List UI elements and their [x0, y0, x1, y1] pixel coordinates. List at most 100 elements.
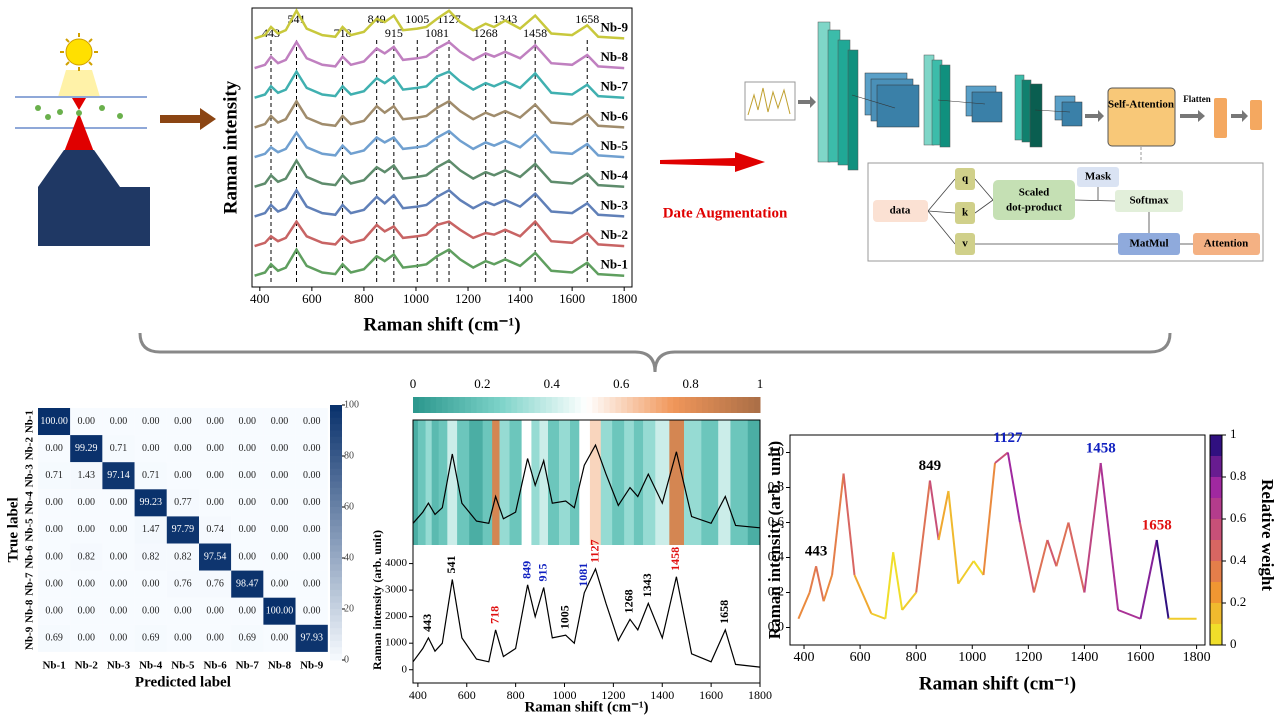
cell: [199, 570, 232, 598]
colorbar-step: [330, 494, 342, 502]
colorbar-step: [330, 653, 342, 661]
cell-label: 0.00: [45, 606, 63, 617]
cell: [295, 624, 328, 652]
line-segment: [1046, 539, 1058, 567]
cell-label: 97.14: [107, 470, 130, 481]
cell-label: 0.00: [78, 633, 96, 644]
attention-stripe: [579, 420, 591, 545]
cell: [102, 543, 135, 571]
node-label: Attention: [1204, 238, 1249, 250]
cell: [263, 543, 296, 571]
x-tick-label: 1400: [650, 688, 674, 702]
x-tick-label: 1400: [1070, 650, 1098, 665]
node-label: dot-product: [1006, 202, 1062, 214]
cell-label: 0.76: [206, 578, 224, 589]
augmentation-label: Date Augmentation: [663, 205, 788, 221]
attention-stripe: [469, 420, 484, 545]
peak-label: 1005: [405, 12, 429, 26]
colorbar-step: [330, 551, 342, 559]
line-segment: [815, 566, 825, 602]
line-segment: [797, 592, 811, 620]
cell-label: 0.77: [174, 497, 192, 508]
cell: [166, 489, 199, 517]
series-label: Nb-6: [601, 108, 629, 123]
x-tick-label: Nb-8: [268, 659, 292, 671]
x-tick-label: Nb-3: [107, 659, 131, 671]
cell: [102, 435, 135, 463]
x-tick-label: 1800: [748, 688, 772, 702]
cell: [199, 435, 232, 463]
cell-label: 0.00: [239, 416, 257, 427]
x-tick-label: Nb-2: [75, 659, 99, 671]
colorbar-step: [453, 397, 460, 413]
cell-label: 98.47: [236, 578, 259, 589]
cell: [102, 624, 135, 652]
cell-label: 0.00: [271, 497, 289, 508]
y-axis-label: True label: [5, 497, 21, 562]
cell-label: 0.00: [206, 416, 224, 427]
peak-label: 849: [519, 561, 533, 579]
colorbar-step: [569, 397, 576, 413]
colorbar-tick-label: 80: [344, 450, 354, 461]
cell-label: 0.74: [206, 524, 224, 535]
cell: [295, 462, 328, 490]
cell: [231, 570, 264, 598]
line-segment: [982, 462, 996, 576]
cell: [231, 624, 264, 652]
colorbar-step: [679, 397, 686, 413]
x-tick-label: 1600: [1127, 650, 1155, 665]
colorbar-step: [574, 397, 582, 413]
cell-label: 0.00: [239, 470, 257, 481]
x-tick-label: Nb-6: [203, 659, 227, 671]
colorbar-tick-label: 0.8: [682, 376, 698, 391]
colorbar-step: [586, 397, 593, 413]
colorbar-step: [418, 397, 426, 413]
y-tick-label: 0.8: [768, 478, 784, 493]
cell: [263, 597, 296, 625]
block-label: Self-Attention: [1108, 99, 1174, 111]
colorbar-step: [1210, 498, 1222, 520]
cell: [231, 435, 264, 463]
series-label: Nb-7: [601, 79, 629, 94]
cell-label: 0.76: [174, 578, 192, 589]
cell: [231, 516, 264, 544]
x-axis-label: Raman shift (cm⁻¹): [919, 673, 1076, 694]
cell-label: 99.29: [75, 443, 98, 454]
colorbar-step: [330, 424, 342, 431]
colorbar-step: [592, 397, 599, 413]
cell-label: 0.00: [142, 578, 160, 589]
cell: [199, 597, 232, 625]
colorbar-step: [330, 487, 342, 495]
colorbar-step: [330, 596, 342, 604]
cell: [134, 489, 167, 517]
colorbar-step: [330, 532, 342, 540]
cell-label: 0.00: [78, 606, 96, 617]
x-axis-label: Raman shift (cm⁻¹): [524, 699, 648, 715]
x-tick-label: 800: [906, 650, 927, 665]
x-axis-label: Predicted label: [135, 674, 231, 690]
series-label: Nb-3: [601, 197, 629, 212]
cell: [38, 435, 71, 463]
cell-label: 0.00: [174, 443, 192, 454]
colorbar-step: [580, 397, 587, 413]
series-label: Nb-4: [601, 168, 629, 183]
line-segment: [870, 612, 886, 620]
colorbar-step: [719, 397, 726, 413]
cell-label: 0.82: [142, 551, 160, 562]
colorbar-step: [330, 430, 342, 438]
cell: [134, 624, 167, 652]
attention-stripe: [539, 420, 549, 545]
y-tick-label: Nb-8: [24, 599, 36, 623]
cell: [166, 435, 199, 463]
cell: [38, 624, 71, 652]
spectrum-overlay: [412, 443, 761, 529]
cell-label: 1.47: [142, 524, 160, 535]
series-label: Nb-2: [601, 227, 628, 242]
peak-label: 1458: [523, 26, 547, 40]
line-segment: [1055, 522, 1070, 567]
y-tick-label: 0.4: [768, 548, 785, 563]
cell: [199, 516, 232, 544]
colorbar-step: [330, 647, 342, 655]
colorbar-step: [470, 397, 478, 413]
colorbar-step: [1210, 477, 1222, 499]
